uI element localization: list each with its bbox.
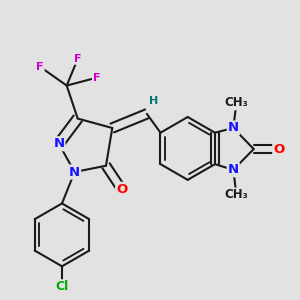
Text: F: F [74,54,82,64]
Text: N: N [228,122,239,134]
Text: O: O [116,183,127,196]
Text: F: F [93,73,100,83]
Text: N: N [69,166,80,178]
Text: CH₃: CH₃ [225,188,248,201]
Text: N: N [228,163,239,176]
Text: Cl: Cl [56,280,69,293]
Text: CH₃: CH₃ [225,96,248,110]
Text: H: H [148,96,158,106]
Text: F: F [36,62,44,72]
Text: O: O [273,142,284,156]
Text: N: N [53,137,64,150]
